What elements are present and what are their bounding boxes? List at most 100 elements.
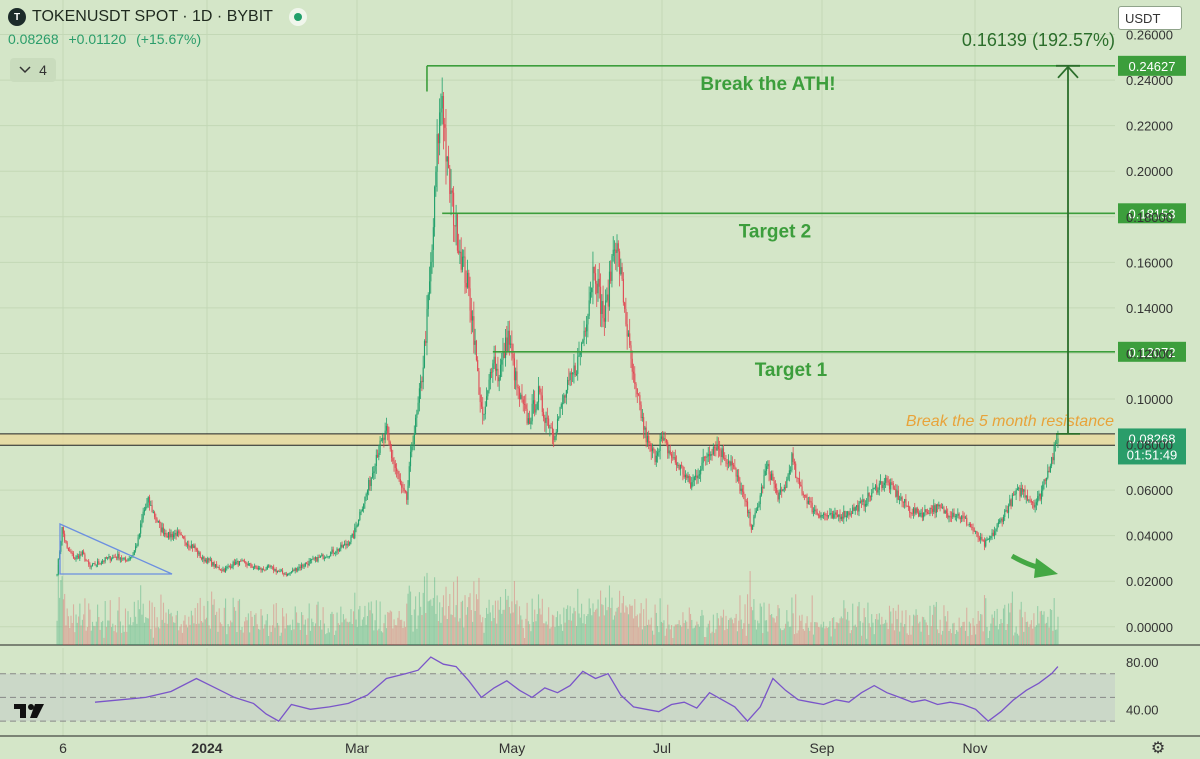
candle-body [893, 488, 896, 490]
candle-body [1018, 487, 1020, 489]
candle-body [459, 251, 461, 254]
volume-bar [686, 621, 688, 645]
candle-body [91, 564, 94, 567]
indicator-toggle[interactable]: 4 [10, 58, 56, 82]
volume-bar [842, 618, 844, 645]
candle-body [278, 570, 280, 572]
volume-bar [128, 624, 130, 645]
candle-body [688, 475, 690, 483]
volume-bar [442, 595, 445, 645]
candle-body [891, 482, 893, 484]
candle-body [697, 475, 699, 479]
candle-body [848, 511, 850, 515]
candle-body [925, 509, 927, 512]
candle-body [246, 563, 248, 566]
candle-body [769, 474, 771, 480]
volume-bar [809, 630, 811, 645]
volume-bar [836, 622, 839, 645]
volume-bar [636, 614, 638, 645]
volume-bar [110, 627, 113, 645]
symbol-title[interactable]: TOKENUSDT SPOT · 1D · BYBIT [32, 8, 273, 25]
candle-body [892, 483, 894, 489]
volume-bar [581, 603, 583, 645]
candle-body [973, 530, 975, 532]
candle-body [90, 566, 92, 568]
candle-body [983, 540, 986, 547]
volume-bar [159, 628, 161, 645]
volume-bar [361, 619, 363, 645]
settings-gear-icon[interactable]: ⚙ [1150, 740, 1166, 757]
volume-bar [268, 635, 270, 645]
candle-body [136, 545, 138, 547]
candle-body [760, 487, 763, 496]
volume-bar [921, 616, 923, 645]
candle-body [725, 459, 727, 464]
volume-bar [696, 621, 698, 645]
volume-bar [593, 611, 595, 645]
candle-body [236, 560, 238, 563]
candle-body [74, 558, 76, 560]
volume-bar [787, 621, 789, 645]
volume-bar [287, 625, 289, 645]
candle-body [190, 544, 192, 548]
triangle-outline [59, 522, 173, 575]
volume-bar [252, 626, 254, 645]
price-tick-label: 0.16000 [1126, 255, 1173, 270]
volume-bar [812, 634, 814, 645]
candle-body [975, 530, 977, 532]
candle-body [683, 474, 685, 478]
candle-body [247, 563, 249, 566]
volume-bar [489, 612, 491, 645]
price-tick-label: 0.22000 [1126, 119, 1173, 134]
candle-body [375, 454, 377, 466]
volume-bar [964, 630, 967, 645]
candle-body [629, 333, 631, 346]
candle-body [62, 527, 64, 534]
last-price-label: 0.08268 [1129, 431, 1176, 446]
volume-bar [608, 585, 611, 645]
candle-body [1005, 510, 1007, 511]
candle-body [322, 554, 324, 559]
candle-body [423, 341, 426, 368]
candle-body [194, 545, 196, 550]
candle-body [549, 427, 551, 429]
candle-body [677, 465, 679, 466]
volume-bar [1002, 608, 1005, 645]
time-tick-label: May [499, 740, 525, 756]
market-status-icon[interactable] [288, 8, 307, 26]
volume-bar [516, 600, 518, 645]
volume-bar [625, 605, 627, 645]
candle-body [862, 499, 864, 502]
candle-body [174, 533, 176, 535]
volume-bar [830, 636, 832, 645]
candle-body [237, 560, 239, 566]
candle-body [156, 519, 158, 522]
currency-select[interactable]: USDT [1118, 6, 1182, 30]
candle-body [935, 504, 937, 513]
volume-bar [703, 637, 706, 645]
volume-bar [558, 625, 560, 645]
candle-body [93, 563, 95, 565]
volume-bar [721, 617, 723, 645]
volume-bar [1049, 608, 1051, 645]
candle-body [266, 566, 268, 570]
candle-body [468, 272, 470, 289]
volume-bar [668, 624, 670, 645]
candle-body [876, 485, 878, 493]
tradingview-logo-icon[interactable] [12, 700, 48, 725]
candle-body [436, 134, 438, 172]
volume-bar [89, 609, 91, 645]
candle-body [250, 563, 252, 567]
volume-bar [378, 628, 380, 645]
volume-bar [93, 625, 95, 645]
candle-body [412, 444, 414, 447]
volume-bar [862, 622, 864, 645]
volume-bar [849, 633, 851, 645]
candle-body [364, 496, 366, 504]
candle-body [617, 243, 619, 252]
candle-body [544, 417, 546, 423]
volume-bar [555, 617, 557, 645]
volume-bar [420, 606, 422, 645]
volume-bar [690, 613, 692, 645]
